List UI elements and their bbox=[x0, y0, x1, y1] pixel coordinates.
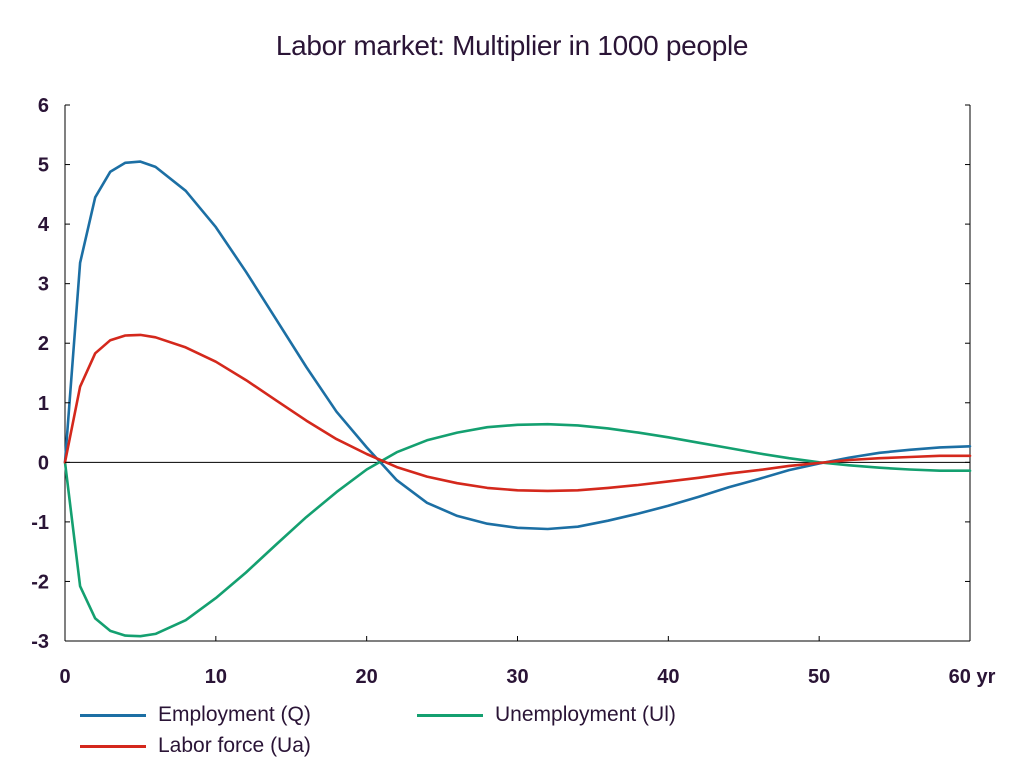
chart-title: Labor market: Multiplier in 1000 people bbox=[275, 30, 749, 61]
x-tick-label: 20 bbox=[356, 666, 378, 688]
legend-label-unemployment: Unemployment (Ul) bbox=[495, 703, 676, 726]
x-tick-label: 30 bbox=[506, 666, 528, 688]
y-tick-label: -1 bbox=[31, 512, 49, 534]
ticks-layer: -3 -2 -1 0 1 2 3 4 5 6 0 10 20 30 40 50 60 yr bbox=[31, 95, 995, 688]
y-tick-label: 1 bbox=[38, 393, 49, 415]
y-tick-label: 5 bbox=[38, 155, 49, 177]
x-tick-label: 40 bbox=[657, 666, 679, 688]
legend-label-labor-force: Labor force (Ua) bbox=[158, 734, 311, 757]
legend-item-labor-force: Labor force (Ua) bbox=[80, 731, 311, 761]
legend-swatch-unemployment bbox=[417, 713, 483, 717]
series-layer bbox=[63, 160, 972, 638]
y-tick-label: 3 bbox=[38, 274, 49, 296]
axes-layer bbox=[64, 105, 971, 642]
y-tick-label: 6 bbox=[38, 95, 49, 117]
legend-item-employment: Employment (Q) bbox=[80, 700, 311, 730]
x-tick-label: 50 bbox=[808, 666, 830, 688]
y-tick-label: -2 bbox=[31, 571, 49, 593]
y-tick-label: 4 bbox=[38, 214, 50, 236]
series-line-unemployment bbox=[63, 422, 972, 638]
series-line-employment bbox=[63, 160, 972, 531]
legend-swatch-labor-force bbox=[80, 744, 146, 748]
legend-item-unemployment: Unemployment (Ul) bbox=[417, 700, 676, 730]
y-tick-label: 0 bbox=[38, 452, 49, 474]
legend-swatch-employment bbox=[80, 713, 146, 717]
series-line-labor-force bbox=[63, 333, 972, 493]
y-tick-label: -3 bbox=[31, 631, 49, 653]
x-tick-label: 10 bbox=[205, 666, 227, 688]
x-tick-label: 0 bbox=[59, 666, 70, 688]
y-tick-label: 2 bbox=[38, 333, 49, 355]
x-tick-label: 60 yr bbox=[949, 666, 996, 688]
legend-label-employment: Employment (Q) bbox=[158, 703, 311, 726]
